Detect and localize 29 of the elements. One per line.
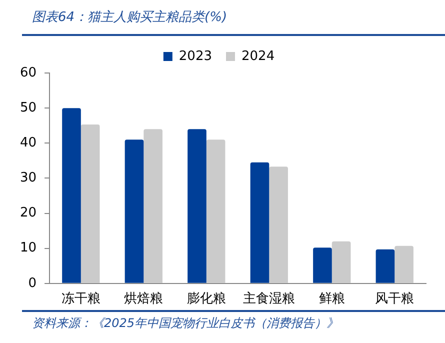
y-tick-label: 50 xyxy=(20,100,37,116)
y-tick-label: 20 xyxy=(20,206,37,221)
bar xyxy=(332,241,351,283)
x-tick-label: 主食湿粮 xyxy=(243,290,296,307)
x-tick-label: 烘焙粮 xyxy=(124,292,164,307)
x-tick-label: 膨化粮 xyxy=(186,292,226,307)
bar xyxy=(80,124,100,283)
y-tick-label: 10 xyxy=(20,240,37,256)
bar xyxy=(269,166,288,283)
bar xyxy=(188,129,206,283)
bar xyxy=(250,162,270,283)
x-tick-label: 冻干粮 xyxy=(61,292,100,307)
y-tick-label: 0 xyxy=(28,276,37,291)
bar xyxy=(206,140,226,283)
bar xyxy=(394,246,414,283)
y-tick-label: 60 xyxy=(20,65,37,80)
bar xyxy=(124,140,144,283)
y-tick-label: 40 xyxy=(20,136,37,151)
bar xyxy=(144,129,162,283)
y-tick-label: 30 xyxy=(20,170,37,186)
bar xyxy=(62,108,81,283)
text: 资料来源：《2025年中国宠物行业白皮书（消费报告）》 xyxy=(31,315,340,332)
bar xyxy=(376,249,395,283)
x-tick-label: 风干粮 xyxy=(375,292,414,307)
chart-title: 图表64：猫主人购买主粮品类(%) xyxy=(31,9,228,27)
x-tick-label: 鲜粮 xyxy=(318,292,345,307)
bar xyxy=(313,248,332,283)
legend-label: 2024 xyxy=(242,48,275,64)
legend-label: 2023 xyxy=(178,48,212,64)
